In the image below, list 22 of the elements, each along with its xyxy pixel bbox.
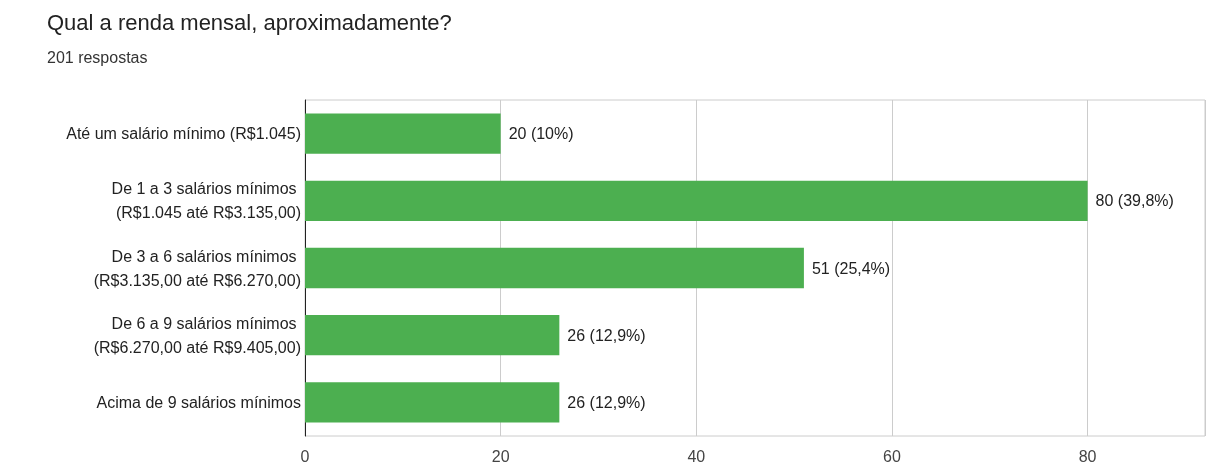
bar bbox=[305, 180, 1088, 221]
data-label: 51 (25,4%) bbox=[811, 259, 891, 277]
y-tick-label: Até um salário mínimo (R$1.045) bbox=[66, 125, 301, 143]
y-tick-label: De 3 a 6 salários mínimos (R$3.135,00 até R$6.270,00) bbox=[93, 247, 301, 289]
y-tick-label: De 1 a 3 salários mínimos (R$1.045 até R$3.135,00) bbox=[111, 180, 301, 222]
text: 201 respostas bbox=[47, 48, 148, 66]
bar bbox=[305, 315, 560, 356]
data-label: 20 (10%) bbox=[508, 125, 574, 143]
x-tick-label: 40 bbox=[687, 447, 706, 465]
bar bbox=[305, 247, 804, 289]
x-tick-label: 0 bbox=[300, 447, 310, 465]
data-label: 26 (12,9%) bbox=[567, 326, 646, 344]
data-label: 26 (12,9%) bbox=[567, 393, 646, 411]
x-tick-label: 80 bbox=[1078, 447, 1097, 465]
y-tick-label: De 6 a 9 salários mínimos (R$6.270,00 até R$9.405,00) bbox=[93, 314, 301, 356]
bar bbox=[305, 382, 560, 423]
bar bbox=[305, 113, 501, 154]
x-tick-label: 20 bbox=[491, 447, 510, 465]
y-tick-label: Acima de 9 salários mínimos bbox=[96, 393, 301, 411]
chart-title: Qual a renda mensal, aproximadamente? bbox=[47, 9, 452, 35]
x-tick-label: 60 bbox=[883, 447, 901, 465]
data-label: 80 (39,8%) bbox=[1095, 192, 1174, 210]
